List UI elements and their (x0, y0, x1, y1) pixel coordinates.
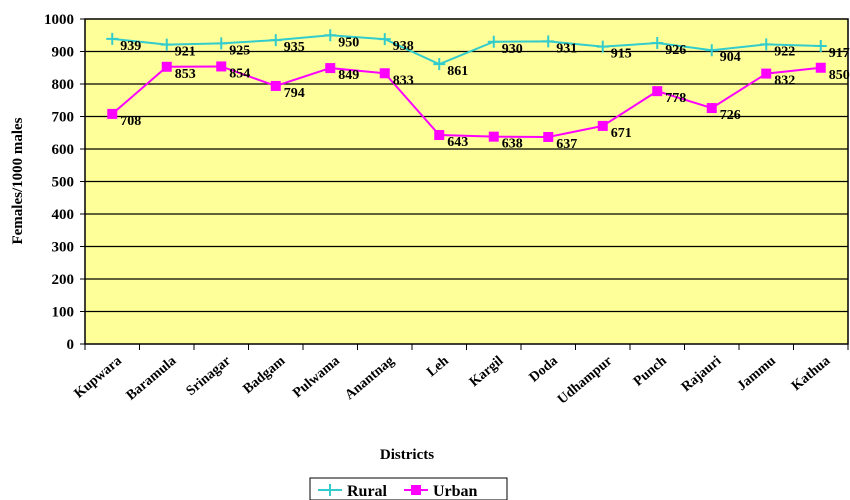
data-label-rural-doda: 931 (556, 41, 577, 56)
x-tick-label-anantnag: Anantnag (342, 354, 397, 404)
point-rural-leh (433, 58, 446, 71)
data-label-rural-punch: 926 (665, 43, 686, 58)
y-tick-label: 500 (52, 175, 75, 191)
point-rural-jammu (760, 38, 773, 51)
data-label-urban-udhampur: 671 (611, 126, 632, 141)
point-rural-srinagar (215, 37, 228, 50)
point-urban-srinagar (216, 61, 227, 72)
data-label-rural-jammu: 922 (774, 44, 795, 59)
point-rural-pulwama (324, 29, 337, 42)
legend-rural-marker (324, 484, 336, 496)
point-rural-rajauri (705, 44, 718, 57)
data-label-urban-rajauri: 726 (720, 108, 741, 123)
y-tick-label: 600 (52, 142, 75, 158)
point-rural-punch (651, 37, 664, 50)
data-label-rural-srinagar: 925 (229, 43, 250, 58)
point-rural-anantnag (378, 33, 391, 46)
legend-urban-marker (411, 485, 421, 495)
x-tick-label-pulwama: Pulwama (290, 354, 343, 401)
plot-frame (84, 18, 849, 345)
data-label-rural-kupwara: 939 (120, 39, 141, 54)
y-tick-label: 900 (52, 45, 75, 61)
data-label-urban-kargil: 638 (502, 137, 523, 152)
y-tick-label: 0 (67, 337, 75, 353)
series (106, 29, 827, 142)
x-tick-label-kargil: Kargil (467, 354, 507, 391)
y-axis-title: Females/1000 males (10, 117, 26, 244)
point-urban-badgam (270, 80, 281, 91)
series-line-rural (112, 34, 821, 66)
data-label-urban-kupwara: 708 (120, 114, 141, 129)
point-rural-kupwara (106, 32, 119, 45)
point-rural-udhampur (596, 40, 609, 53)
x-tick-label-punch: Punch (631, 353, 670, 389)
point-urban-punch (652, 86, 663, 97)
x-tick-label-badgam: Badgam (241, 353, 289, 397)
point-rural-kargil (487, 35, 500, 48)
data-label-urban-srinagar: 854 (229, 66, 250, 81)
point-urban-kargil (488, 131, 499, 142)
x-tick-label-kupwara: Kupwara (72, 354, 125, 402)
data-label-urban-badgam: 794 (284, 86, 305, 101)
data-label-rural-rajauri: 904 (720, 50, 741, 65)
data-labels: 939 921 925 935 950 938 861 930 931 915 926 904 922 9… (120, 35, 850, 152)
y-tick-label: 1000 (44, 12, 74, 28)
x-tick-label-rajauri: Rajauri (679, 354, 724, 396)
point-rural-badgam (269, 34, 282, 47)
data-label-rural-kargil: 930 (502, 42, 523, 57)
y-tick-label: 300 (52, 240, 75, 256)
y-tick-label: 200 (52, 272, 75, 288)
data-label-rural-baramula: 921 (175, 45, 196, 60)
legend-rural-label: Rural (347, 483, 388, 500)
x-tick-label-udhampur: Udhampur (555, 354, 615, 408)
data-label-rural-pulwama: 950 (338, 35, 359, 50)
data-label-urban-doda: 637 (556, 137, 577, 152)
legend-urban-label: Urban (433, 483, 478, 500)
point-urban-kathua (815, 62, 826, 73)
x-tick-label-doda: Doda (527, 354, 561, 386)
point-urban-kupwara (107, 108, 118, 119)
data-label-rural-badgam: 935 (284, 40, 305, 55)
point-urban-anantnag (379, 68, 390, 79)
point-urban-jammu (761, 68, 772, 79)
point-urban-leh (434, 130, 445, 141)
x-tick-label-leh: Leh (424, 353, 452, 380)
data-label-rural-leh: 861 (447, 64, 468, 79)
legend: Rural Urban (309, 477, 508, 500)
x-tick-label-kathua: Kathua (789, 354, 833, 394)
y-tick-labels: 0 100 200 300 400 500 600 700 800 900 1000 (44, 12, 74, 353)
point-rural-doda (542, 35, 555, 48)
y-tick-label: 100 (52, 305, 75, 321)
data-label-urban-kathua: 850 (829, 68, 850, 83)
y-tick-label: 800 (52, 77, 75, 93)
data-label-rural-kathua: 917 (829, 46, 850, 61)
point-urban-pulwama (325, 63, 336, 74)
point-rural-baramula (160, 38, 173, 51)
data-label-urban-leh: 643 (447, 135, 468, 150)
x-tick-label-baramula: Baramula (124, 354, 180, 404)
data-label-urban-punch: 778 (665, 91, 686, 106)
data-label-rural-anantnag: 938 (393, 39, 414, 54)
series-line-urban (111, 65, 821, 138)
data-label-urban-anantnag: 833 (393, 73, 414, 88)
point-rural-kathua (814, 39, 827, 52)
y-tick-label: 400 (52, 207, 75, 223)
data-label-urban-baramula: 853 (175, 67, 196, 82)
point-urban-baramula (161, 61, 172, 72)
x-tick-label-jammu: Jammu (735, 353, 779, 394)
x-axis-title: Districts (380, 447, 434, 463)
y-tick-label: 700 (52, 110, 75, 126)
point-urban-doda (543, 131, 554, 142)
point-urban-rajauri (706, 103, 717, 114)
x-tick-label-srinagar: Srinagar (184, 354, 234, 399)
grid-lines (80, 18, 849, 350)
point-urban-udhampur (597, 120, 608, 131)
data-label-rural-udhampur: 915 (611, 47, 632, 62)
data-label-urban-jammu: 832 (774, 74, 795, 89)
data-label-urban-pulwama: 849 (338, 68, 359, 83)
